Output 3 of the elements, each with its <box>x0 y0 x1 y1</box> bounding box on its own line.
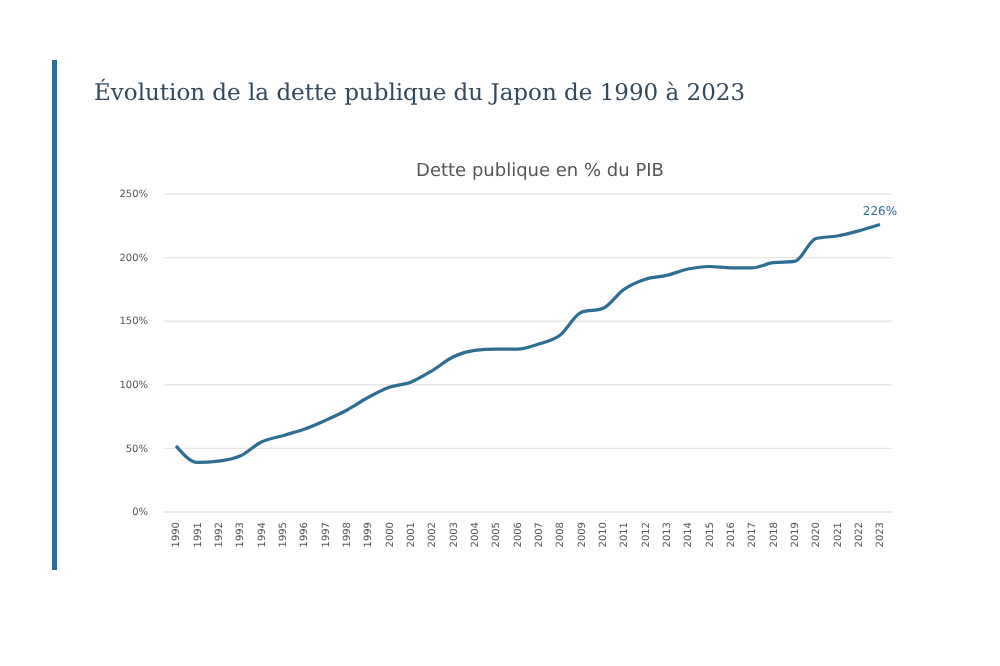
chart-subtitle: Dette publique en % du PIB <box>416 162 664 182</box>
chart-title: Évolution de la dette publique du Japon de 1990 à 2023 <box>94 78 746 106</box>
line-series <box>174 222 882 464</box>
